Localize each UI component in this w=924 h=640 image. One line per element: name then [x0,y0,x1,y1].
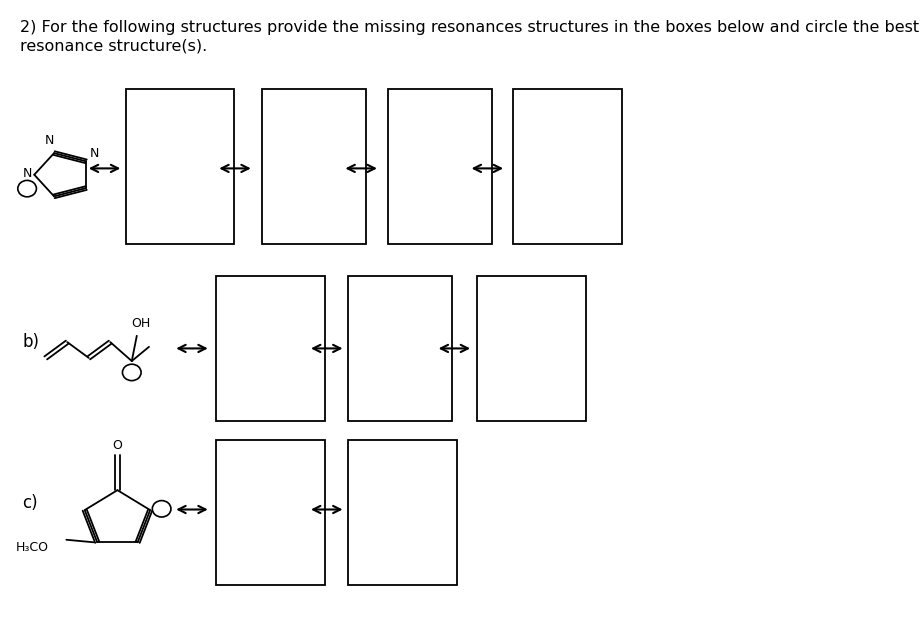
Text: b): b) [22,333,39,351]
Circle shape [123,364,141,381]
Text: OH: OH [131,317,150,330]
Text: 2) For the following structures provide the missing resonances structures in the: 2) For the following structures provide … [20,20,919,35]
Text: N: N [90,147,100,160]
Bar [262,90,366,244]
Bar [348,440,457,586]
Circle shape [18,180,36,197]
Bar [478,276,587,421]
Text: c): c) [22,494,38,512]
Text: H₃CO: H₃CO [16,541,48,554]
Text: N: N [44,134,54,147]
Bar [215,276,324,421]
Bar [513,90,622,244]
Text: −: − [22,184,31,194]
Text: O: O [113,440,122,452]
Text: N: N [22,167,31,180]
Bar [126,90,234,244]
Text: +: + [157,504,166,514]
Bar [388,90,492,244]
Bar [348,276,452,421]
Text: +: + [128,367,136,378]
Bar [215,440,324,586]
Text: resonance structure(s).: resonance structure(s). [20,39,207,54]
Circle shape [152,500,171,517]
